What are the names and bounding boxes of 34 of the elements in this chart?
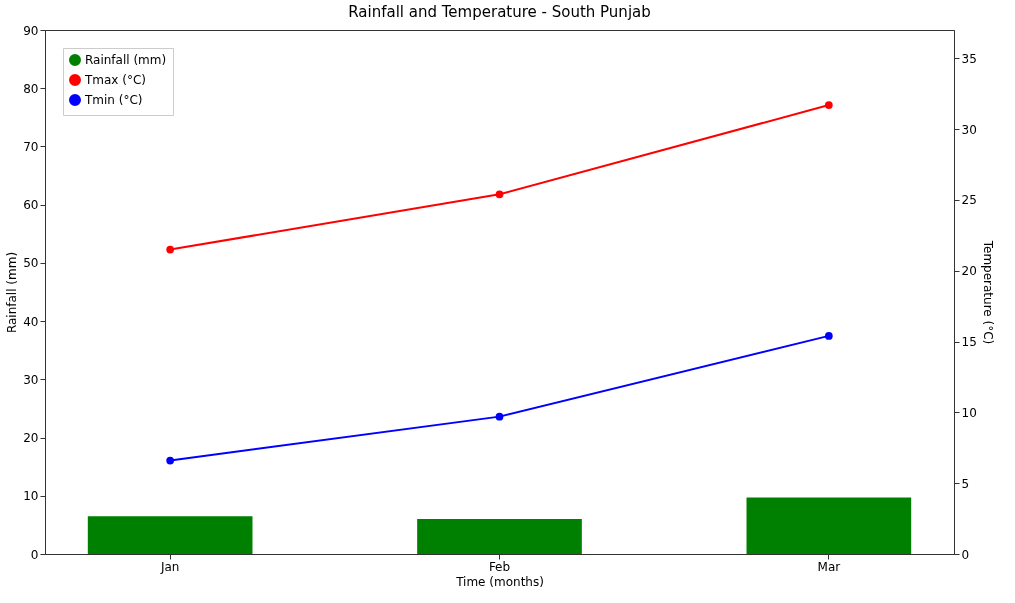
point <box>166 456 175 465</box>
point <box>824 101 833 109</box>
point <box>495 190 504 199</box>
point <box>166 245 175 254</box>
x-tick-label: Feb <box>488 559 511 574</box>
x-axis-title: Time (months) <box>455 574 544 589</box>
y-tick-label: 30 <box>23 372 39 387</box>
y-tick-label: 80 <box>23 81 39 96</box>
y2-tick-label: 30 <box>961 122 977 137</box>
y-tick-label: 90 <box>23 23 39 38</box>
y2-tick-label: 25 <box>961 193 977 208</box>
legend-label: Rainfall (mm) <box>85 53 167 67</box>
y2-tick-label: 10 <box>961 405 977 420</box>
y-axis-title: Rainfall (mm) <box>5 251 20 334</box>
y-tick-label: 70 <box>23 139 39 154</box>
point <box>495 412 504 421</box>
y2-tick-label: 0 <box>961 547 970 562</box>
y-tick-label: 10 <box>23 489 39 504</box>
y2-tick-label: 35 <box>961 51 977 66</box>
y2-tick-label: 20 <box>961 264 977 279</box>
y-tick-label: 60 <box>23 198 39 213</box>
x-tick-label: Jan <box>159 559 180 574</box>
y-tick-label: 50 <box>23 256 39 271</box>
chart-title: Rainfall and Temperature - South Punjab <box>348 3 651 21</box>
legend-label: Tmin (°C) <box>84 93 143 107</box>
y-tick-label: 20 <box>23 431 39 446</box>
y2-tick-label: 5 <box>961 476 970 491</box>
legend-label: Tmax (°C) <box>84 73 147 87</box>
y-tick-label: 40 <box>23 314 39 329</box>
point <box>824 332 833 340</box>
x-tick-label: Mar <box>817 559 841 574</box>
y-tick-label: 0 <box>30 547 39 562</box>
y2-axis-title: Temperature (°C) <box>980 239 995 345</box>
y2-tick-label: 15 <box>961 335 977 350</box>
